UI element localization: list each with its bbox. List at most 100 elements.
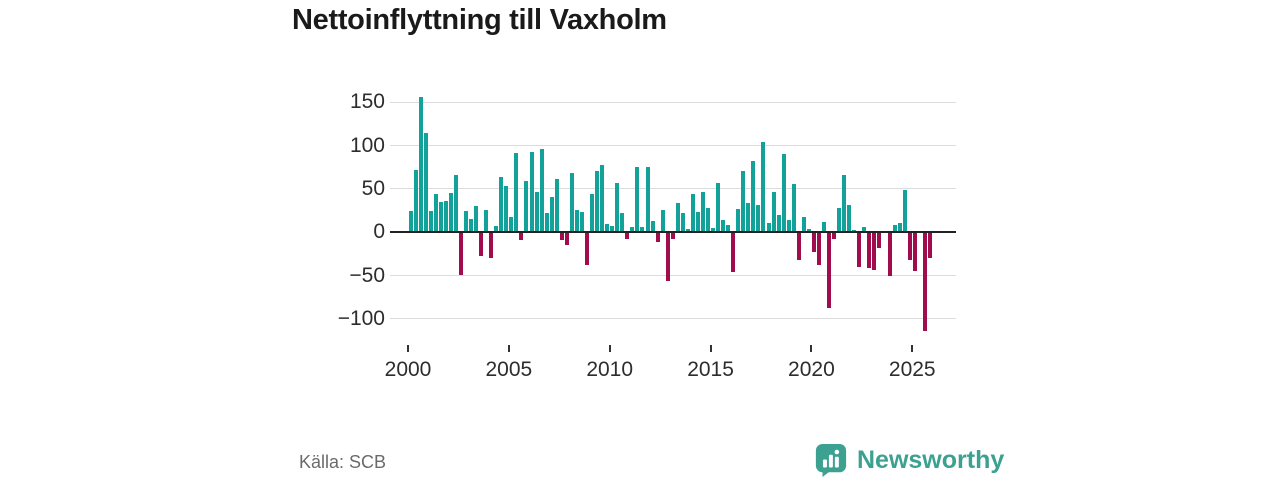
bar-positive (902, 190, 907, 232)
bar-positive (494, 225, 499, 232)
bar-positive (645, 166, 650, 232)
bar-positive (680, 212, 685, 232)
bar-positive (650, 221, 655, 232)
bar-positive (443, 201, 448, 232)
bar-positive (706, 208, 711, 232)
bar-positive (690, 193, 695, 232)
bar-positive (428, 210, 433, 232)
bar-positive (499, 177, 504, 232)
y-tick-label: 150 (349, 90, 385, 114)
x-tick (911, 345, 914, 352)
bar-positive (847, 204, 852, 232)
bar-negative (927, 231, 932, 258)
gridline (390, 188, 956, 190)
bar-negative (872, 231, 877, 270)
bar-positive (549, 197, 554, 232)
bar-positive (716, 183, 721, 232)
bar-positive (615, 183, 620, 232)
bar-positive (529, 152, 534, 232)
x-tick (709, 345, 712, 352)
bar-positive (660, 210, 665, 232)
bar-positive (408, 210, 413, 232)
bar-positive (474, 205, 479, 232)
x-tick (810, 345, 813, 352)
bar-positive (726, 224, 731, 232)
bar-positive (524, 181, 529, 232)
bar-positive (675, 203, 680, 232)
bar-positive (423, 132, 428, 232)
x-tick-label: 2020 (788, 358, 835, 381)
bar-positive (504, 185, 509, 232)
bar-positive (448, 192, 453, 232)
bar-negative (907, 231, 912, 261)
bar-positive (761, 142, 766, 232)
bar-negative (458, 231, 463, 275)
bar-positive (433, 193, 438, 232)
bar-positive (418, 97, 423, 232)
bar-negative (887, 231, 892, 276)
bar-positive (509, 216, 514, 232)
bar-positive (610, 225, 615, 232)
newsworthy-bars-icon (814, 442, 848, 478)
x-tick (507, 345, 510, 352)
gridline (390, 275, 956, 276)
bar-negative (811, 231, 816, 253)
bar-positive (781, 153, 786, 232)
bar-positive (579, 211, 584, 232)
newsworthy-logo: Newsworthy (814, 442, 1004, 478)
bar-positive (746, 203, 751, 232)
bar-positive (766, 223, 771, 232)
bar-positive (544, 212, 549, 232)
bar-negative (796, 231, 801, 261)
bar-negative (625, 231, 630, 240)
bar-positive (590, 193, 595, 232)
chart-title: Nettoinflyttning till Vaxholm (292, 4, 667, 36)
bar-positive (469, 218, 474, 232)
bar-positive (438, 202, 443, 232)
y-tick-label: −50 (349, 263, 385, 287)
bar-positive (453, 174, 458, 232)
bar-positive (463, 210, 468, 232)
bar-positive (600, 164, 605, 232)
bar-negative (731, 231, 736, 272)
bar-positive (685, 229, 690, 232)
zero-axis (390, 230, 956, 233)
bar-positive (897, 223, 902, 232)
bar-negative (585, 231, 589, 265)
bar-negative (519, 231, 524, 241)
newsworthy-wordmark: Newsworthy (857, 445, 1005, 474)
gridline (390, 101, 956, 103)
bar-positive (640, 227, 645, 232)
bar-negative (816, 231, 821, 265)
bar-positive (574, 210, 579, 232)
bar-negative (867, 231, 872, 269)
bar-positive (695, 211, 700, 232)
bar-positive (791, 184, 796, 232)
bar-positive (413, 170, 418, 232)
x-tick-label: 2010 (586, 358, 634, 381)
bar-positive (806, 229, 811, 232)
bar-positive (595, 171, 600, 232)
bar-negative (857, 231, 862, 268)
bar-positive (484, 210, 489, 232)
bar-positive (786, 219, 791, 232)
y-tick-label: −100 (337, 306, 385, 330)
gridline (390, 145, 956, 147)
bar-positive (721, 219, 726, 232)
bar-positive (751, 160, 756, 232)
bar-positive (514, 152, 519, 232)
bar-positive (892, 224, 897, 232)
bar-negative (832, 231, 837, 240)
bar-negative (912, 231, 917, 271)
bar-positive (711, 228, 716, 232)
bar-positive (539, 149, 544, 232)
bar-positive (554, 178, 559, 232)
y-tick-label: 50 (361, 176, 385, 200)
bar-positive (756, 204, 761, 232)
x-tick (608, 345, 611, 352)
bar-negative (922, 231, 927, 332)
bar-positive (635, 166, 640, 232)
bar-negative (877, 231, 882, 249)
bar-positive (534, 191, 539, 232)
